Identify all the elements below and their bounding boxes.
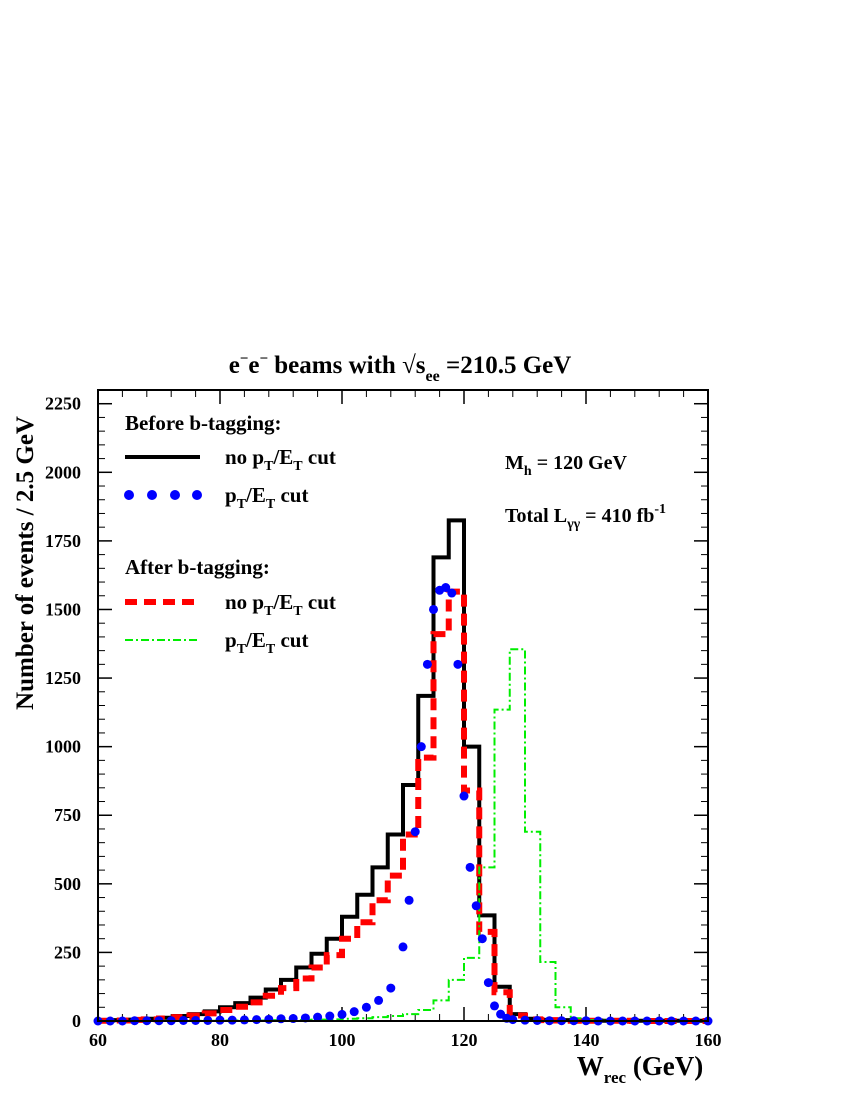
- data-point: [404, 895, 414, 905]
- y-tick-label: 2250: [45, 394, 81, 414]
- legend-swatch-blue: [124, 490, 202, 500]
- data-point: [386, 983, 396, 993]
- x-tick-label: 120: [451, 1030, 478, 1050]
- legend-entry-blue: pT/ET cut: [225, 483, 308, 512]
- y-tick-label: 1000: [45, 737, 81, 757]
- data-point: [459, 791, 469, 801]
- legend-entry-black: no pT/ET cut: [225, 445, 336, 474]
- x-axis-label: Wrec (GeV): [577, 1051, 704, 1087]
- legend: Before b-tagging: no pT/ET cut pT/ET cut…: [124, 411, 336, 657]
- tick-labels: 60 80 100 120 140 160 0 250 500 750 1000 1250 1500 17…: [45, 394, 722, 1050]
- data-point: [252, 1015, 262, 1025]
- x-tick-label: 100: [329, 1030, 356, 1050]
- data-point: [337, 1009, 347, 1019]
- y-tick-label: 1500: [45, 599, 81, 619]
- x-tick-label: 160: [695, 1030, 722, 1050]
- y-tick-label: 1750: [45, 531, 81, 551]
- legend-entry-red: no pT/ET cut: [225, 590, 336, 619]
- data-point: [453, 659, 463, 669]
- x-tick-label: 140: [573, 1030, 600, 1050]
- data-point: [410, 827, 420, 837]
- data-point: [441, 583, 451, 593]
- data-point: [239, 1015, 249, 1025]
- x-tick-label: 80: [211, 1030, 229, 1050]
- data-point: [490, 1001, 499, 1011]
- data-point: [313, 1012, 323, 1022]
- series-layer: [93, 518, 713, 1026]
- legend-header-before: Before b-tagging:: [125, 411, 282, 435]
- x-tick-label: 60: [89, 1030, 107, 1050]
- data-point: [465, 862, 475, 872]
- data-point: [264, 1014, 274, 1024]
- data-point: [508, 1015, 518, 1025]
- data-point: [374, 995, 384, 1005]
- y-axis-label: Number of events / 2.5 GeV: [12, 416, 39, 710]
- y-tick-label: 1250: [45, 668, 81, 688]
- legend-header-after: After b-tagging:: [125, 555, 270, 579]
- data-point: [349, 1007, 359, 1017]
- y-tick-label: 750: [54, 805, 81, 825]
- data-point: [361, 1002, 371, 1012]
- data-point: [416, 742, 426, 752]
- y-tick-label: 500: [54, 874, 81, 894]
- data-point: [429, 604, 438, 614]
- data-point: [471, 901, 481, 911]
- axis-ticks: [97, 390, 709, 1022]
- legend-entry-green: pT/ET cut: [225, 628, 308, 657]
- data-point: [325, 1011, 335, 1021]
- y-tick-label: 250: [54, 942, 81, 962]
- annotation-luminosity: Total Lγγ = 410 fb-1: [505, 502, 666, 532]
- data-point: [447, 588, 457, 598]
- data-point: [422, 659, 432, 669]
- y-tick-label: 0: [72, 1011, 81, 1031]
- plot-frame: [97, 389, 709, 1022]
- annotation-higgs-mass: Mh = 120 GeV: [505, 452, 628, 479]
- data-point: [483, 978, 493, 988]
- chart-title: e−e− beams with √see =210.5 GeV: [229, 351, 572, 385]
- y-tick-label: 2000: [45, 462, 81, 482]
- data-point: [477, 934, 487, 944]
- data-point: [398, 942, 408, 952]
